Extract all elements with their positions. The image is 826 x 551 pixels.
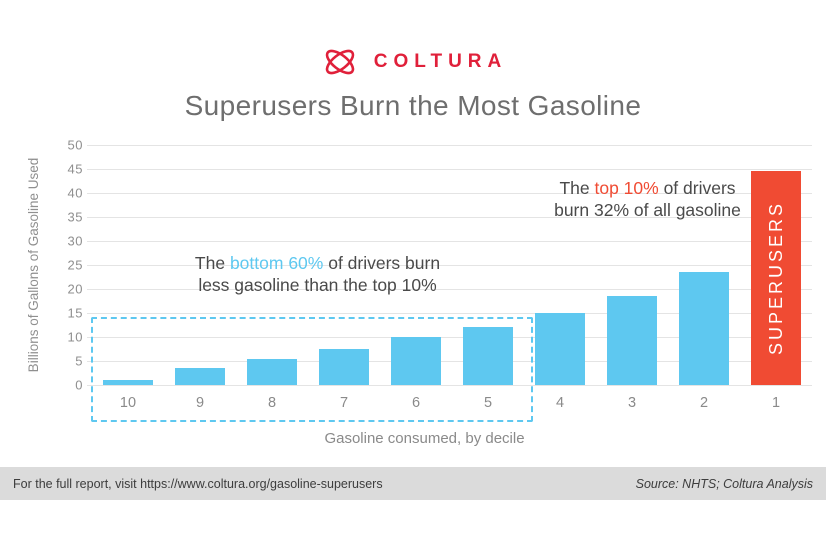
callout-bottom-60-line2: less gasoline than the top 10% [198,275,437,296]
gridline-y-10 [87,337,812,338]
callout-text: of drivers [658,178,736,198]
bottom-60-outline [91,317,533,422]
bar-decile-1: SUPERUSERS [751,171,801,385]
gridline-y-5 [87,361,812,362]
x-tick-label-4: 4 [555,395,565,411]
y-axis-title: Billions of Gallons of Gasoline Used [26,157,42,373]
gridline-y-15 [87,313,812,314]
y-tick-label-20: 20 [67,281,83,297]
callout-bottom-60-line1: The bottom 60% of drivers burn [160,252,475,274]
footer-bar: For the full report, visit https://www.c… [0,467,826,500]
footer-source-text: Source: NHTS; Coltura Analysis [635,476,813,491]
bar-decile-10 [103,380,153,385]
y-tick-label-35: 35 [67,209,83,225]
gridline-y-40 [87,193,812,194]
y-tick-label-15: 15 [67,305,83,321]
bar-decile-7 [319,349,369,385]
callout-text: The [559,178,595,198]
bar-decile-6 [391,337,441,385]
gridline-y-0 [87,385,812,386]
y-tick-label-30: 30 [67,233,83,249]
bar-decile-2 [679,272,729,385]
bar-decile-5 [463,327,513,385]
coltura-knot-icon [319,44,361,80]
callout-top-10-line1: The top 10% of drivers [540,177,755,199]
gridline-y-35 [87,217,812,218]
chart-title: Superusers Burn the Most Gasoline [184,90,642,121]
y-tick-label-40: 40 [67,185,83,201]
callout-text: of drivers burn [323,253,441,273]
callout-highlight-bottom-60: bottom 60% [229,253,324,273]
bar-decile-9 [175,368,225,385]
callout-top-10-line2: burn 32% of all gasoline [554,200,741,221]
bar-decile-8 [247,358,297,385]
y-tick-label-0: 0 [75,377,83,393]
gridline-y-20 [87,289,812,290]
x-tick-label-6: 6 [411,395,421,411]
plot-area: The bottom 60% of drivers burn less gaso… [68,138,812,422]
x-tick-label-9: 9 [195,395,205,411]
x-tick-label-8: 8 [267,395,277,411]
brand-header: COLTURA [0,44,826,80]
y-tick-label-5: 5 [75,353,83,369]
brand-name: COLTURA [373,51,508,72]
callout-bottom-60: The bottom 60% of drivers burn less gaso… [160,252,475,297]
y-tick-label-50: 50 [67,137,83,153]
x-tick-label-3: 3 [627,395,637,411]
x-tick-label-1: 1 [771,395,781,411]
callout-highlight-top-10: top 10% [594,178,659,198]
y-tick-label-25: 25 [67,257,83,273]
y-tick-label-10: 10 [67,329,83,345]
callout-text: The [194,253,230,273]
x-tick-label-2: 2 [699,395,709,411]
x-tick-label-5: 5 [483,395,493,411]
bar-decile-3 [607,296,657,385]
gridline-y-45 [87,169,812,170]
x-tick-label-7: 7 [339,395,349,411]
footer-report-url-text: For the full report, visit https://www.c… [13,476,383,491]
bar-decile-4 [535,313,585,385]
superusers-bar-label: SUPERUSERS [765,201,786,356]
gridline-y-50 [87,145,812,146]
y-tick-label-45: 45 [67,161,83,177]
gridline-y-30 [87,241,812,242]
callout-top-10: The top 10% of drivers burn 32% of all g… [540,177,755,222]
x-axis-title: Gasoline consumed, by decile [324,430,525,447]
x-tick-label-10: 10 [119,395,137,411]
gridline-y-25 [87,265,812,266]
